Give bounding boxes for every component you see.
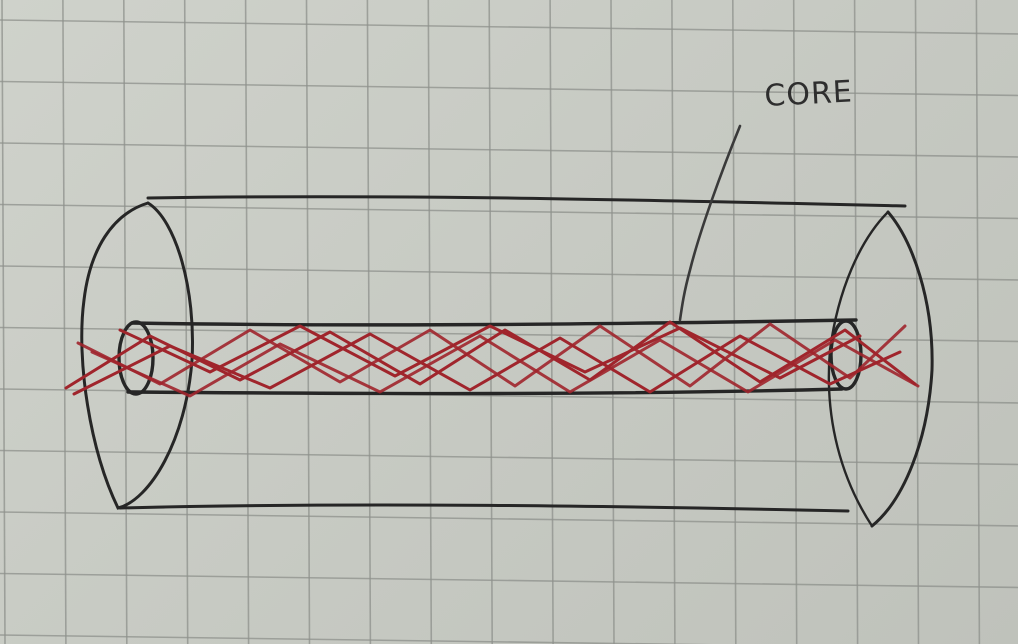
grid-line-horizontal bbox=[0, 203, 1018, 220]
red-helical-strands bbox=[64, 320, 920, 398]
outer-bottom-line bbox=[118, 503, 850, 513]
grid-line-vertical bbox=[244, 0, 250, 644]
grid-line-vertical bbox=[305, 0, 311, 644]
grid-line-horizontal bbox=[0, 19, 1018, 35]
grid-line-horizontal bbox=[0, 572, 1018, 589]
grid-line-horizontal bbox=[0, 511, 1018, 527]
red-strand bbox=[76, 322, 907, 388]
grid-line-vertical bbox=[488, 0, 494, 644]
grid-line-vertical bbox=[1, 0, 6, 644]
grid-line-horizontal bbox=[0, 80, 1018, 97]
red-strand bbox=[64, 320, 917, 390]
outer-top-line bbox=[146, 195, 907, 208]
core-bottom-line bbox=[126, 387, 844, 396]
core-label: CORE bbox=[764, 74, 854, 114]
grid-line-vertical bbox=[123, 0, 128, 644]
grid-line-vertical bbox=[183, 0, 189, 644]
core-left-end bbox=[117, 320, 155, 396]
core-top-line bbox=[130, 318, 858, 327]
red-strand bbox=[118, 324, 862, 380]
grid-line-vertical bbox=[427, 0, 433, 644]
grid-line-vertical bbox=[975, 0, 981, 644]
grid-line-horizontal bbox=[0, 449, 1018, 466]
grid-line-horizontal bbox=[0, 634, 713, 644]
red-strand bbox=[90, 334, 920, 398]
grid-line-vertical bbox=[853, 0, 859, 644]
core-leader-line bbox=[678, 124, 742, 322]
outer-right-ellipse-front bbox=[870, 210, 934, 528]
grid-line-vertical bbox=[62, 0, 67, 644]
grid-line-vertical bbox=[914, 0, 920, 644]
grid-line-horizontal bbox=[0, 265, 1018, 281]
grid-line-vertical bbox=[366, 0, 372, 644]
outer-left-ellipse bbox=[80, 201, 194, 510]
grid-line-horizontal bbox=[0, 142, 1018, 158]
grid-line-vertical bbox=[549, 0, 554, 644]
